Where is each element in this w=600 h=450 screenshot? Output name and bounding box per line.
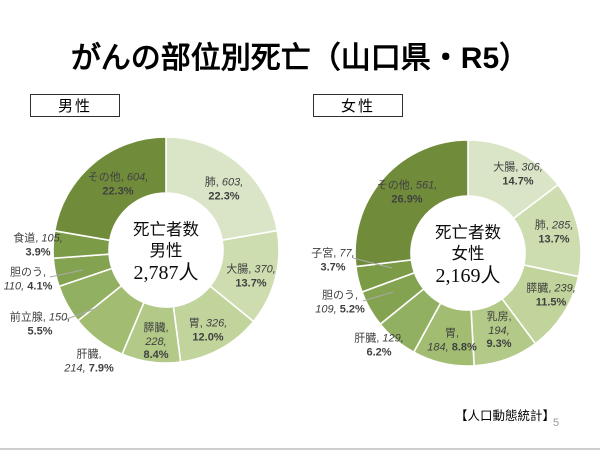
female-label-colon: 大腸, 306, 14.7% [493,161,543,188]
male-label-other: その他, 604, 22.3% [87,171,149,198]
female-group-label-box: 女性 [313,94,403,117]
female-label-other: その他, 561, 26.9% [376,179,438,206]
male-label-colon: 大腸, 370, 13.7% [226,263,276,290]
female-label-liver: 肝臓, 129, 6.2% [354,332,404,359]
source-label: 【人口動態統計】 [455,409,556,423]
male-label-prostate: 前立腺, 150, 5.5% [9,311,71,338]
male-label-stomach: 胃, 326, 12.0% [188,317,228,344]
male-label-esophagus: 食道, 105, 3.9% [13,232,63,259]
female-label-stomach: 胃, 184, 8.8% [427,327,477,354]
male-leader-prostate [63,306,101,321]
male-leader-gallbladder [49,269,84,278]
female-label-lung: 肺, 285, 13.7% [534,219,574,246]
male-group-label-box: 男性 [30,94,120,117]
slide-title: がんの部位別死亡（山口県・R5） [70,42,530,75]
male-slice-other [53,136,167,242]
page-number: 5 [553,417,560,429]
male-label-lung: 肺, 603, 22.3% [204,176,244,203]
female-label-pancreas: 膵臓, 239, 11.5% [526,282,576,309]
female-label-uterus: 子宮, 77, 3.7% [311,247,355,274]
male-label-gallbladder: 胆のう, 110, 4.1% [3,266,53,293]
male-center-text: 死亡者数 男性 2,787人 [133,220,199,284]
female-leader-uterus [352,257,393,269]
female-leader-gallbladder [362,291,394,302]
female-group-label: 女性 [340,98,375,115]
female-slice-other [354,139,469,268]
male-label-liver: 肝臓, 214, 7.9% [64,348,114,375]
female-center-text: 死亡者数 女性 2,169人 [435,223,501,287]
male-slice-lung [165,136,279,242]
male-label-pancreas: 膵臓, 228, 8.4% [143,321,169,361]
female-label-breast: 乳房, 194, 9.3% [486,310,512,350]
male-group-label: 男性 [57,98,92,115]
female-label-gallbladder: 胆のう, 109, 5.2% [315,289,365,316]
